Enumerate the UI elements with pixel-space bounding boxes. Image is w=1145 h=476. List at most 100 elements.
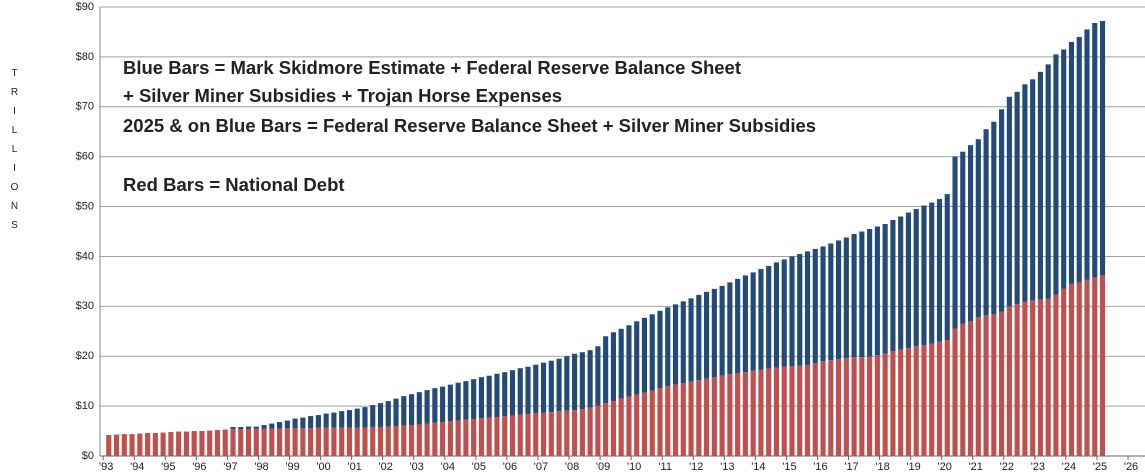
x-tick-label: '15 <box>782 461 796 473</box>
bar-segment <box>797 365 803 456</box>
bar-segment <box>230 429 236 456</box>
bar-segment <box>1061 288 1067 456</box>
y-tick-label: $10 <box>76 400 94 412</box>
bar-segment <box>253 428 259 456</box>
bar-segment <box>129 434 135 456</box>
annotation: 2025 & on Blue Bars = Federal Reserve Ba… <box>123 115 816 136</box>
bar-segment <box>657 310 663 389</box>
bar-segment <box>323 427 329 456</box>
bar-segment <box>261 425 267 429</box>
bar-segment <box>836 240 842 360</box>
bar-segment <box>214 430 221 456</box>
bar-segment <box>711 288 717 378</box>
bar-segment <box>245 429 252 456</box>
bar-segment <box>874 226 880 356</box>
bar-segment <box>471 419 477 456</box>
bar-segment <box>315 415 321 428</box>
bar-segment <box>812 248 818 364</box>
bar-segment <box>843 358 849 456</box>
bar-segment <box>548 412 554 456</box>
bar-segment <box>269 423 275 429</box>
bar-segment <box>758 369 764 456</box>
bar-segment <box>362 427 368 456</box>
bar-segment <box>346 427 353 456</box>
x-tick-label: '26 <box>1124 461 1138 473</box>
bar-segment <box>292 418 298 429</box>
x-tick-label: '05 <box>472 461 486 473</box>
bar-segment <box>238 427 244 430</box>
bar-segment <box>1030 300 1036 456</box>
bar-segment <box>1022 84 1028 302</box>
bar-segment <box>416 424 422 456</box>
bar-segment <box>230 427 236 430</box>
bar-segment <box>595 405 601 456</box>
bar-segment <box>540 362 547 413</box>
bar-segment <box>1045 298 1051 456</box>
bar-segment <box>393 426 399 456</box>
y-tick-label: $0 <box>82 450 94 462</box>
bar-segment <box>680 383 686 456</box>
bar-segment <box>440 422 446 456</box>
bar-segment <box>579 409 585 456</box>
bar-segment <box>533 413 539 456</box>
bar-segment <box>572 353 578 411</box>
bar-segment <box>300 417 306 429</box>
bar-segment <box>339 411 345 428</box>
bar-segment <box>292 428 298 456</box>
bar-segment <box>704 378 710 456</box>
x-tick-label: '96 <box>192 461 206 473</box>
bar-segment <box>595 346 601 406</box>
y-axis-label: TRILLIONS <box>9 68 20 239</box>
bar-segment <box>245 426 252 430</box>
bar-segment <box>1037 71 1043 300</box>
bar-segment <box>486 375 492 418</box>
annotation: + Silver Miner Subsidies + Trojan Horse … <box>123 85 562 106</box>
bar-segment <box>424 423 430 456</box>
bar-segment <box>672 384 679 456</box>
bar-segment <box>952 328 958 456</box>
bar-segment <box>494 373 500 418</box>
bar-segment <box>634 321 640 395</box>
bar-segment <box>851 233 857 358</box>
bar-segment <box>905 212 912 349</box>
bar-segment <box>610 332 616 402</box>
bar-segment <box>626 325 632 397</box>
bar-segment <box>952 156 958 329</box>
bar-segment <box>719 285 725 376</box>
bar-segment <box>502 372 508 417</box>
bar-segment <box>354 408 360 428</box>
bar-segment <box>820 246 826 362</box>
bar-segment <box>758 268 764 370</box>
bar-segment <box>851 357 857 456</box>
bar-segment <box>331 427 337 456</box>
bar-segment <box>921 205 927 346</box>
bar-segment <box>804 365 811 456</box>
bar-segment <box>533 364 539 414</box>
x-tick-label: '22 <box>1000 461 1014 473</box>
bar-segment <box>641 392 648 456</box>
bar-segment <box>137 433 143 456</box>
bar-segment <box>408 425 415 456</box>
bar-segment <box>238 429 244 456</box>
bar-segment <box>486 417 492 456</box>
bar-segment <box>742 372 748 456</box>
bar-segment <box>657 388 663 456</box>
bar-segment <box>766 265 772 369</box>
bar-segment <box>960 151 966 324</box>
bar-segment <box>898 216 904 350</box>
bar-segment <box>416 392 422 425</box>
y-tick-label: $60 <box>76 151 94 163</box>
bar-segment <box>509 415 516 456</box>
x-tick-label: '08 <box>565 461 579 473</box>
bar-segment <box>277 422 283 429</box>
bar-segment <box>890 351 896 456</box>
bar-segment <box>1014 91 1020 305</box>
x-tick-label: '20 <box>938 461 952 473</box>
bar-segment <box>509 370 516 416</box>
bar-segment <box>145 433 151 456</box>
bar-segment <box>983 129 989 316</box>
bar-segment <box>820 361 826 456</box>
bar-segment <box>727 374 733 456</box>
bar-segment <box>711 377 717 456</box>
